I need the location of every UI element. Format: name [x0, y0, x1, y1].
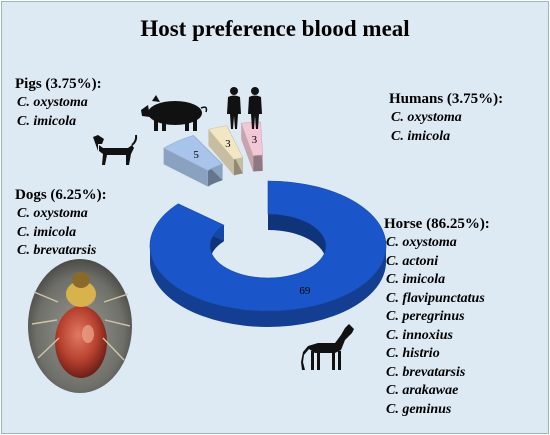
- species-label: C. actoni: [386, 253, 439, 269]
- data-label-humans: 3: [252, 134, 258, 146]
- slice-humans: 3: [240, 121, 264, 172]
- dog-silhouette-icon: [93, 134, 138, 165]
- species-label: C. oxystoma: [386, 235, 457, 250]
- slice-top: [240, 121, 264, 156]
- species-label: C. arakawae: [386, 383, 459, 398]
- legend-title: Pigs (3.75%):: [15, 76, 102, 92]
- culicoides-photo: [28, 259, 132, 393]
- humans-silhouette-icon: [227, 87, 262, 129]
- pig-silhouette-icon: [141, 95, 208, 131]
- slice-inner-wall: [268, 214, 326, 262]
- legend-humans: Humans (3.75%): C. oxystoma C. imicola: [389, 90, 503, 146]
- slice-end-face: [241, 123, 254, 172]
- species-label: C. flavipunctatus: [386, 290, 485, 306]
- slice-end-face: [208, 129, 234, 176]
- donut-slices: 5 3 3 69: [149, 121, 387, 327]
- slice-horse: 69: [149, 180, 387, 327]
- slice-outer-wall: [150, 246, 386, 327]
- species-label: C. oxystoma: [17, 95, 88, 110]
- chart-title: Host preference blood meal: [140, 16, 410, 41]
- species-label: C. brevatarsis: [386, 364, 466, 380]
- slice-top: [163, 135, 224, 171]
- horse-silhouette-icon: [301, 324, 354, 370]
- legend-title: Dogs (6.25%):: [15, 187, 107, 203]
- data-label-dogs: 5: [193, 149, 199, 161]
- species-label: C. innoxius: [386, 327, 453, 343]
- slice-end-face: [163, 148, 208, 187]
- species-label: C. oxystoma: [391, 110, 462, 125]
- species-label: C. imicola: [391, 128, 451, 144]
- slice-top: [207, 125, 244, 160]
- species-label: C. imicola: [386, 272, 446, 287]
- legend-horse: Horse (86.25%): C. oxystoma C. actoni C.…: [384, 215, 490, 419]
- species-label: C. imicola: [17, 224, 77, 240]
- slice-pigs: 3: [207, 125, 244, 176]
- species-label: C. peregrinus: [386, 309, 465, 324]
- slice-dogs: 5: [163, 135, 224, 187]
- slice-top: [149, 180, 387, 312]
- species-label: C. histrio: [386, 346, 440, 361]
- legend-title: Humans (3.75%):: [389, 91, 504, 107]
- species-label: C. geminus: [386, 401, 452, 417]
- species-label: C. oxystoma: [17, 206, 88, 221]
- legend-pigs: Pigs (3.75%): C. oxystoma C. imicola: [15, 75, 102, 131]
- data-label-horse: 69: [299, 285, 311, 297]
- species-label: C. imicola: [17, 113, 77, 129]
- legend-dogs: Dogs (6.25%): C. oxystoma C. imicola C. …: [15, 186, 107, 261]
- species-label: C. brevatarsis: [17, 243, 97, 258]
- legend-title: Horse (86.25%):: [384, 216, 490, 232]
- data-label-pigs: 3: [225, 138, 231, 150]
- slice-inner-wall: [253, 154, 263, 172]
